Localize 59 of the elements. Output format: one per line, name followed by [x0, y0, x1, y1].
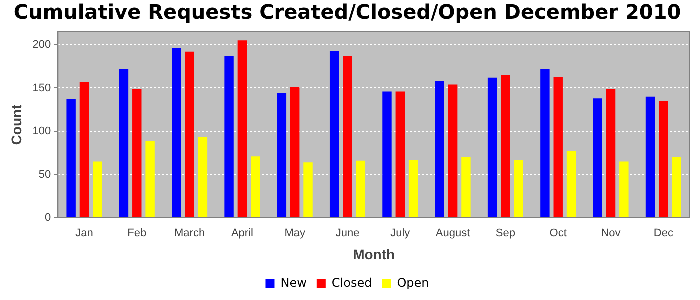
bar — [356, 160, 366, 218]
bar — [172, 48, 182, 218]
bar — [119, 69, 129, 218]
bar — [238, 40, 248, 218]
y-tick-label: 50 — [38, 168, 52, 181]
x-tick-label: Jan — [76, 228, 94, 240]
bar — [330, 51, 340, 218]
bar — [146, 141, 155, 218]
x-axis-title: Month — [353, 246, 396, 262]
x-tick-label: March — [174, 228, 206, 240]
x-tick-label: Sep — [496, 228, 516, 240]
bar — [93, 162, 102, 218]
bar — [606, 89, 616, 218]
bar — [448, 84, 458, 218]
x-tick-label: July — [390, 228, 411, 240]
bar — [132, 89, 142, 218]
bar — [514, 160, 524, 218]
x-tick-label: Dec — [654, 228, 674, 240]
bar — [382, 92, 392, 218]
bar — [462, 157, 471, 218]
bar — [396, 92, 406, 218]
bar — [659, 101, 668, 218]
legend-label: Open — [397, 276, 430, 290]
y-tick-label: 150 — [32, 82, 52, 94]
chart-title: Cumulative Requests Created/Closed/Open December 2010 — [14, 0, 682, 24]
x-tick-label: April — [231, 228, 254, 240]
x-tick-label: August — [436, 228, 470, 240]
bar — [435, 81, 444, 218]
bar — [566, 151, 576, 218]
x-tick-label: Oct — [550, 228, 567, 240]
bar — [501, 75, 510, 218]
x-tick-label: June — [336, 228, 360, 240]
bar — [672, 157, 682, 218]
y-tick-label: 100 — [32, 126, 52, 138]
bar — [66, 99, 76, 218]
bar — [593, 98, 602, 218]
bar — [277, 93, 287, 218]
y-tick-label: 200 — [32, 39, 52, 52]
bar — [488, 78, 498, 218]
bar — [540, 69, 550, 218]
x-tick-label: May — [284, 228, 306, 240]
bar — [343, 56, 352, 218]
bar — [224, 56, 234, 218]
bar — [620, 162, 629, 218]
x-tick-label: Nov — [601, 228, 622, 240]
y-axis-title: Count — [8, 104, 24, 146]
x-tick-label: Feb — [128, 228, 147, 240]
bar — [304, 162, 313, 218]
bar — [408, 160, 418, 218]
bar — [290, 87, 300, 218]
y-tick-label: 0 — [45, 212, 52, 224]
bar — [646, 96, 656, 218]
bar — [198, 138, 208, 218]
bar — [251, 156, 260, 218]
bar — [80, 82, 90, 218]
bar — [554, 76, 563, 218]
bar — [185, 52, 194, 218]
legend-label: New — [280, 276, 308, 290]
legend-label: Closed — [332, 276, 372, 290]
